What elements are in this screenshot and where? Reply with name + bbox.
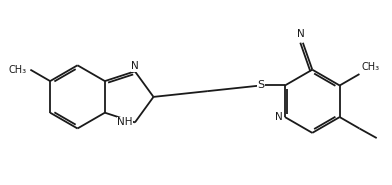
Text: N: N xyxy=(275,112,283,122)
Text: CH₃: CH₃ xyxy=(362,62,380,72)
Text: NH: NH xyxy=(117,117,133,127)
Text: N: N xyxy=(131,61,139,71)
Text: CH₃: CH₃ xyxy=(9,65,27,75)
Text: S: S xyxy=(257,80,264,90)
Text: N: N xyxy=(297,29,305,39)
